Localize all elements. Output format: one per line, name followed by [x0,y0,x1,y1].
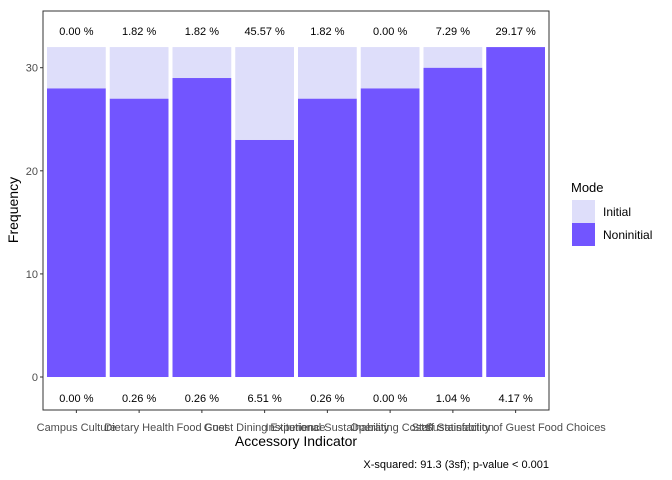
bar-noninitial-2 [172,78,232,378]
bar-noninitial-5 [360,88,420,378]
bottom-percent-label-3: 6.51 % [248,393,282,405]
y-axis: 0 10 20 30 [26,63,43,384]
x-tick-label-7: Sustainability of Guest Food Choices [425,422,606,434]
bottom-percent-label-4: 0.26 % [310,393,344,405]
bar-initial-3 [235,47,294,140]
bar-initial-5 [360,47,420,89]
x-tick-label-4: Institutional Sustainability [266,422,390,434]
bar-noninitial-7 [486,47,545,378]
bar-noninitial-4 [298,98,357,378]
bar-initial-6 [423,47,483,68]
y-tick-label-0: 0 [32,372,38,384]
x-axis-title: Accessory Indicator [235,433,357,449]
x-tick-label-5: Operating Costs [350,422,430,434]
bar-initial-4 [298,47,357,99]
x-tick-label-0: Campus Culture [37,422,116,434]
bars-group [47,47,545,378]
top-percent-label-0: 0.00 % [59,26,93,38]
y-axis-title: Frequency [5,177,21,243]
x-tick-label-1: Dietary Health [104,422,174,434]
legend-label-initial: Initial [603,205,631,219]
y-tick-label-3: 30 [26,63,38,75]
top-percent-labels: 0.00 % 1.82 % 1.82 % 45.57 % 1.82 % 0.00 % 7.2… [59,26,536,38]
x-tick-label-2: Food Cost [177,422,228,434]
bar-initial-2 [172,47,232,79]
bottom-percent-label-6: 1.04 % [436,393,470,405]
top-percent-label-3: 45.57 % [244,26,285,38]
bottom-percent-label-1: 0.26 % [122,393,156,405]
top-percent-label-1: 1.82 % [122,26,156,38]
legend-label-noninitial: Noninitial [603,228,652,242]
bottom-percent-label-7: 4.17 % [499,393,533,405]
bar-initial-0 [47,47,106,89]
top-percent-label-6: 7.29 % [436,26,470,38]
bottom-percent-label-5: 0.00 % [373,393,407,405]
bottom-percent-label-0: 0.00 % [59,393,93,405]
top-percent-label-4: 1.82 % [310,26,344,38]
bottom-percent-labels: 0.00 % 0.26 % 0.26 % 6.51 % 0.26 % 0.00 % 1.04… [59,393,533,405]
y-tick-label-1: 10 [26,269,38,281]
bar-noninitial-6 [423,67,483,378]
top-percent-label-5: 0.00 % [373,26,407,38]
bar-initial-1 [109,47,169,99]
bar-noninitial-1 [109,98,169,378]
bottom-percent-label-2: 0.26 % [185,393,219,405]
bar-noninitial-3 [235,139,294,378]
y-tick-label-2: 20 [26,166,38,178]
legend-key-initial [572,200,595,223]
stats-caption: X-squared: 91.3 (3sf); p-value < 0.001 [363,459,549,471]
top-percent-label-2: 1.82 % [185,26,219,38]
x-tick-label-6: Staff Satisfaction [412,422,494,434]
bar-noninitial-0 [47,88,106,378]
legend-key-noninitial [572,223,595,246]
top-percent-label-7: 29.17 % [495,26,536,38]
x-tick-label-3: Guest Dining Experience [204,422,326,434]
legend: Mode Initial Noninitial [571,180,652,246]
legend-title: Mode [571,180,604,195]
